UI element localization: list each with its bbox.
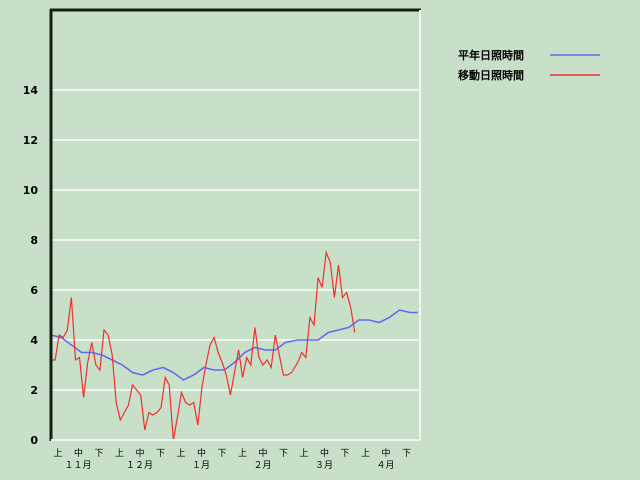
x-period-label: 中 bbox=[258, 447, 267, 459]
x-period-label: 中 bbox=[320, 447, 329, 459]
x-period-label: 中 bbox=[381, 447, 390, 459]
x-axis-ticks: 上中下上中下上中下上中下上中下上中下１１月 １２月 １月 ２月 ３月 ４月 bbox=[53, 447, 411, 471]
x-period-label: 下 bbox=[279, 449, 288, 459]
legend: 平年日照時間 移動日照時間 bbox=[458, 48, 600, 82]
x-period-label: 下 bbox=[217, 449, 226, 459]
y-tick-label: 0 bbox=[30, 434, 38, 447]
series-line-1 bbox=[50, 250, 356, 441]
y-tick-label: 2 bbox=[30, 384, 38, 397]
y-tick-label: 4 bbox=[30, 334, 38, 347]
y-axis-ticks: 0 2 4 6 8 10 12 14 bbox=[23, 84, 39, 447]
x-month-label: ２月 bbox=[253, 460, 271, 471]
gridlines bbox=[51, 89, 420, 391]
x-period-label: 上 bbox=[176, 448, 185, 459]
x-month-label: ４月 bbox=[376, 460, 394, 471]
x-period-label: 上 bbox=[115, 448, 124, 459]
x-period-label: 下 bbox=[156, 449, 165, 459]
x-period-label: 中 bbox=[74, 447, 83, 459]
x-period-label: 上 bbox=[53, 448, 62, 459]
x-period-label: 上 bbox=[299, 448, 308, 459]
x-month-label: １２月 bbox=[126, 460, 153, 471]
y-tick-label: 12 bbox=[23, 134, 38, 147]
x-month-label: ３月 bbox=[315, 460, 333, 471]
x-period-label: 下 bbox=[402, 449, 411, 459]
x-period-label: 中 bbox=[135, 447, 144, 459]
y-tick-label: 14 bbox=[23, 84, 39, 97]
series-line-0 bbox=[50, 309, 418, 440]
x-period-label: 下 bbox=[94, 449, 103, 459]
y-tick-label: 10 bbox=[23, 184, 39, 197]
x-period-label: 下 bbox=[340, 449, 349, 459]
legend-label-moving: 移動日照時間 bbox=[458, 68, 524, 82]
x-month-label: １月 bbox=[192, 460, 210, 471]
x-period-label: 上 bbox=[238, 448, 247, 459]
x-period-label: 中 bbox=[197, 447, 206, 459]
x-month-label: １１月 bbox=[64, 460, 91, 471]
series-lines bbox=[50, 250, 418, 441]
legend-label-normal: 平年日照時間 bbox=[458, 48, 524, 62]
y-tick-label: 8 bbox=[30, 234, 38, 247]
y-tick-label: 6 bbox=[30, 284, 38, 297]
x-period-label: 上 bbox=[361, 448, 370, 459]
